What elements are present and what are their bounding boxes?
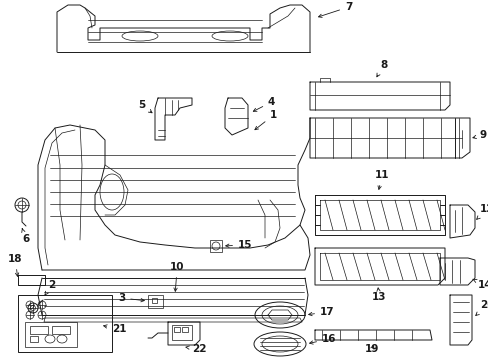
Text: 5: 5	[138, 100, 152, 113]
Bar	[30, 326, 48, 334]
Text: 4: 4	[253, 97, 275, 111]
Text: 1: 1	[254, 110, 277, 130]
Text: 17: 17	[308, 307, 334, 317]
Text: 10: 10	[170, 262, 184, 291]
Bar	[172, 325, 192, 340]
Bar	[152, 298, 157, 303]
Bar	[209, 240, 222, 252]
Text: 2: 2	[45, 280, 55, 295]
Bar	[18, 295, 112, 352]
Text: 18: 18	[8, 254, 22, 276]
Text: 7: 7	[318, 2, 352, 17]
Bar	[30, 336, 38, 342]
Text: 14: 14	[472, 279, 488, 290]
Text: 21: 21	[103, 324, 126, 334]
Bar	[25, 322, 77, 347]
Text: 13: 13	[371, 288, 386, 302]
Text: 12: 12	[476, 204, 488, 219]
Text: 8: 8	[376, 60, 386, 77]
Bar	[174, 327, 180, 332]
Text: 3: 3	[118, 293, 144, 303]
Text: 16: 16	[309, 334, 336, 344]
Bar	[148, 295, 163, 308]
Bar	[52, 326, 70, 334]
Text: 22: 22	[185, 344, 206, 354]
Text: 9: 9	[472, 130, 486, 140]
Text: 15: 15	[225, 240, 252, 250]
Text: 19: 19	[364, 344, 379, 354]
Bar	[182, 327, 187, 332]
Text: 6: 6	[21, 229, 29, 244]
Text: 20: 20	[475, 300, 488, 315]
Text: 11: 11	[374, 170, 389, 189]
